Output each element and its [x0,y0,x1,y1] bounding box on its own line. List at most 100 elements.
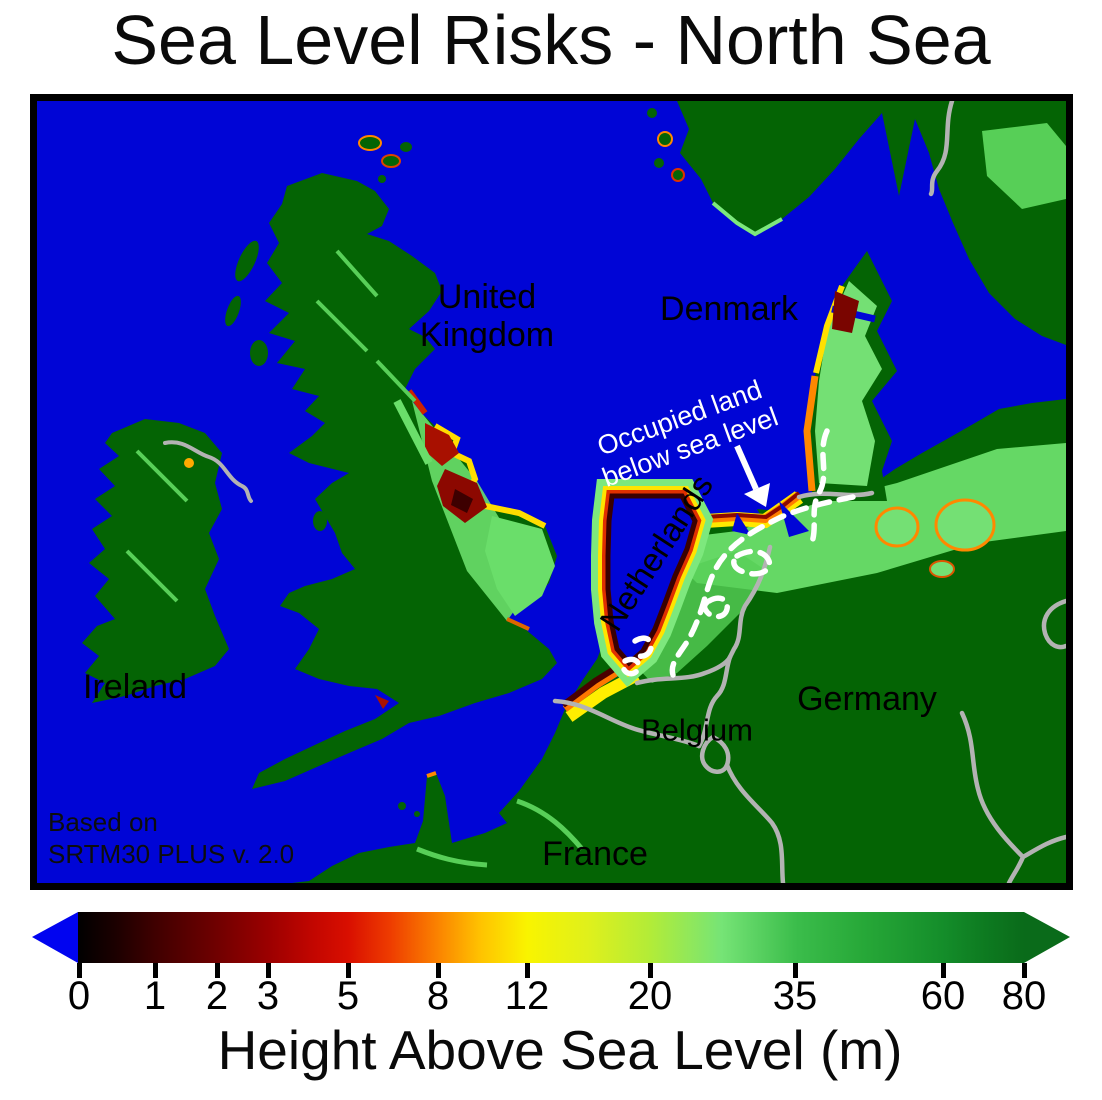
below-sea-outline-loop1 [731,548,773,577]
colorbar-tick-label-2: 2 [205,974,229,1018]
netherlands-germany-border [727,544,773,660]
lolland-island [929,560,955,578]
colorbar-tick-label-80: 80 [1001,974,1047,1018]
northern-ireland-border [163,440,253,503]
colorbar-tick-20 [648,963,653,978]
humber-low-area [425,423,459,466]
weser-estuary [732,513,751,535]
annotation-arrowhead [744,483,770,507]
jutland-lowland [815,281,882,486]
norwegian-skerry [647,108,657,118]
outer-hebrides [225,295,241,327]
colorbar-tick-1 [153,963,158,978]
great-britain-landmass [225,173,557,789]
lough-neagh-low [184,458,194,468]
label-united-kingdom-line1: United [437,277,537,316]
luxembourg-border [700,734,731,774]
colorbar-tick-60 [941,963,946,978]
colorbar-below-zero-arrow [32,912,78,963]
fens-deep-low [451,489,473,513]
below-sea-outline-zeeland [620,635,654,677]
colorbar-gradient [78,912,1024,963]
channel-island [414,811,420,817]
label-germany: Germany [797,679,937,718]
map: United Kingdom Denmark Ireland Germany B… [30,94,1073,890]
below-sea-outline-loop2 [701,595,730,620]
colorbar-tick-label-60: 60 [920,974,966,1018]
norwegian-skerry [654,158,664,168]
irish-lowland-veins [125,449,189,603]
thames-estuary-fringe [506,617,530,631]
colorbar-axis-label: Height Above Sea Level (m) [217,1019,903,1081]
label-denmark: Denmark [660,289,798,328]
data-source-credit: Based on SRTM30 PLUS v. 2.0 [48,807,294,870]
belgium-germany-border [696,654,733,749]
colorbar-tick-8 [436,963,441,978]
east-coast-yellow-fringe [433,423,547,529]
orkney-islands [358,135,412,183]
norway-sweden-border [928,101,955,197]
below-sea-level-outline [620,428,856,678]
colorbar-tick-0 [77,963,82,978]
norwegian-skerry [671,168,685,182]
funen-island [874,506,920,548]
france-belgium-border [552,698,702,749]
isle-of-man [313,511,327,531]
somerset-levels [375,695,389,709]
france-details [398,771,584,868]
rhine-valley-lowland [633,551,767,683]
colorbar-tick-label-0: 0 [67,974,91,1018]
credit-line2: SRTM30 PLUS v. 2.0 [48,838,295,869]
colorbar-tick-label-20: 20 [627,974,673,1018]
credit-line1: Based on [48,807,158,837]
label-france: France [542,834,648,873]
nl-flooded-land [605,493,698,667]
north-german-lowlands [655,443,1066,593]
colorbar-tick-80 [1022,963,1027,978]
colorbar-tick-label-5: 5 [336,974,360,1018]
colorbar-above-max-arrow [1024,912,1070,963]
ireland [82,419,229,703]
colorbar-tick-35 [793,963,798,978]
skye [250,340,268,366]
germany-czech-poland-borders [959,710,1066,883]
colorbar-tick-label-3: 3 [256,974,280,1018]
east-anglia-lowland [485,516,555,616]
french-river-valleys [416,798,584,868]
norway-coast-fringe [711,201,783,237]
cotentin-fringe [426,771,437,778]
colorbar-tick-label-35: 35 [772,974,818,1018]
channel-island [398,802,406,810]
colorbar-tick-label-8: 8 [426,974,450,1018]
map-canvas [37,101,1066,883]
colorbar-tick-label-12: 12 [504,974,550,1018]
label-united-kingdom: United Kingdom [420,278,554,354]
limfjord-red-blotch [832,291,859,333]
colorbar-tick-2 [215,963,220,978]
swedish-highlands [982,123,1066,209]
germany-denmark-border [796,490,875,500]
vale-of-york [393,399,433,465]
jutland-west-fringe [803,375,819,492]
page-title: Sea Level Risks - North Sea [111,1,991,79]
below-sea-outline-northeast [807,428,830,550]
great-britain [252,173,557,789]
outer-hebrides [235,240,259,282]
label-belgium: Belgium [641,712,753,748]
eastern-border-bump [1041,598,1066,650]
label-united-kingdom-line2: Kingdom [419,316,555,354]
norway-sweden [677,101,1066,345]
elbe-estuary [779,501,809,537]
denmark-landmass [803,251,996,578]
country-borders [552,101,1066,883]
annotation-arrow [734,444,770,507]
netherlands-belgium-border [634,654,733,686]
colorbar-tick-3 [266,963,271,978]
zealand-island [934,498,996,552]
scottish-glens [315,249,417,403]
colorbar-tick-12 [525,963,530,978]
france-germany-border [724,762,786,883]
scandinavia-landmass [647,101,1066,345]
colorbar-tick-label-1: 1 [143,974,167,1018]
